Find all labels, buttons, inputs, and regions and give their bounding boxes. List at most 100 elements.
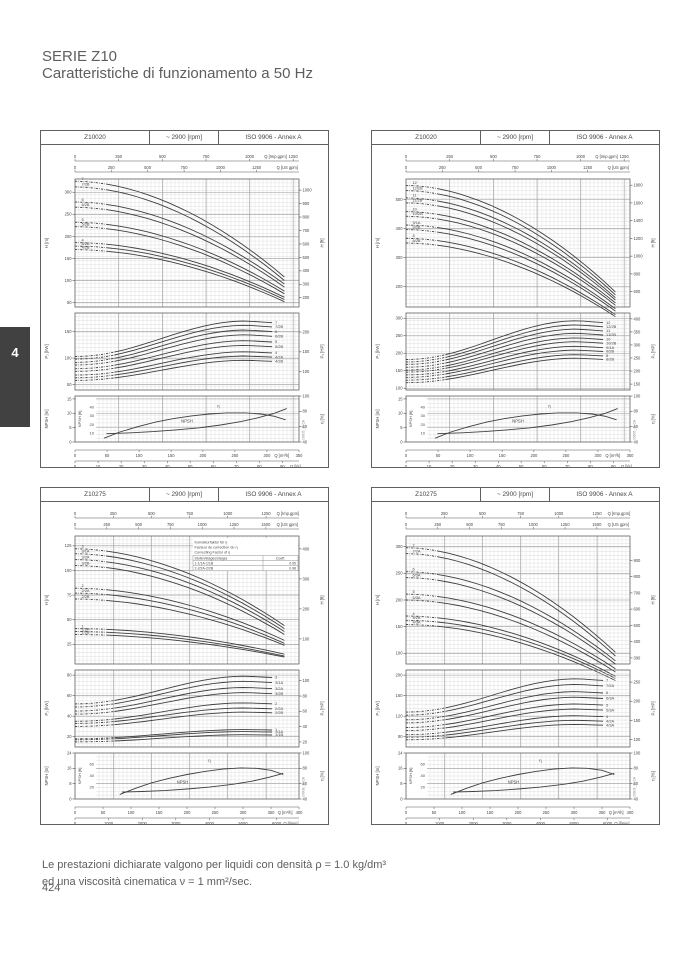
panel-header: Z10275 ~ 2900 [rpm] ISO 9906 - Annex A <box>371 487 660 502</box>
svg-text:6: 6 <box>275 329 277 334</box>
svg-text:5000: 5000 <box>569 821 579 824</box>
svg-text:250: 250 <box>446 154 454 159</box>
svg-text:150: 150 <box>634 718 642 723</box>
svg-text:750: 750 <box>181 165 189 170</box>
svg-text:750: 750 <box>512 165 520 170</box>
svg-text:500: 500 <box>475 165 483 170</box>
svg-text:5: 5 <box>69 425 72 430</box>
svg-text:8/2B: 8/2B <box>606 357 614 362</box>
svg-text:1500: 1500 <box>261 522 271 527</box>
svg-text:80: 80 <box>303 693 308 698</box>
svg-text:100: 100 <box>136 453 144 458</box>
svg-text:50: 50 <box>67 617 72 622</box>
svg-text:5000: 5000 <box>238 821 248 824</box>
pump-speed: ~ 2900 [rpm] <box>481 488 550 501</box>
svg-text:4000: 4000 <box>536 821 546 824</box>
svg-text:Q [m³/h]: Q [m³/h] <box>609 810 624 815</box>
svg-text:2/2A: 2/2A <box>275 706 283 711</box>
panel-header: Z10275 ~ 2900 [rpm] ISO 9906 - Annex A <box>40 487 329 502</box>
svg-text:4: 4 <box>275 350 278 355</box>
svg-text:30: 30 <box>142 464 147 467</box>
svg-text:4/2B: 4/2B <box>82 244 90 249</box>
svg-text:20: 20 <box>421 422 426 427</box>
svg-text:η [%]: η [%] <box>651 414 656 424</box>
svg-text:80: 80 <box>303 409 308 414</box>
svg-text:0: 0 <box>74 522 77 527</box>
svg-text:40: 40 <box>67 714 72 719</box>
svg-text:6: 6 <box>606 690 608 695</box>
svg-text:1000: 1000 <box>547 165 557 170</box>
svg-text:4000: 4000 <box>205 821 215 824</box>
svg-text:30: 30 <box>473 464 478 467</box>
svg-text:300: 300 <box>396 255 404 260</box>
svg-text:NPSH [ft]: NPSH [ft] <box>408 768 413 785</box>
svg-text:7: 7 <box>82 176 84 181</box>
svg-text:250: 250 <box>396 333 404 338</box>
svg-text:200: 200 <box>396 597 404 602</box>
svg-text:η: η <box>217 404 220 409</box>
svg-text:Correcting Factor of η: Correcting Factor of η <box>195 551 231 555</box>
svg-text:NPSH [m]: NPSH [m] <box>44 766 49 785</box>
svg-text:H [m]: H [m] <box>375 238 380 248</box>
svg-text:Q [US gpm]: Q [US gpm] <box>608 165 629 170</box>
svg-text:1/1B: 1/1B <box>275 732 283 737</box>
svg-text:10: 10 <box>96 464 101 467</box>
svg-text:250: 250 <box>434 522 442 527</box>
svg-text:100: 100 <box>65 278 73 283</box>
svg-text:NPSH [m]: NPSH [m] <box>44 409 49 428</box>
svg-text:200: 200 <box>634 699 642 704</box>
page-number: 424 <box>42 882 61 894</box>
svg-text:09906_A_CH: 09906_A_CH <box>633 419 637 440</box>
svg-text:1: 1 <box>82 623 84 628</box>
svg-text:2000: 2000 <box>469 821 479 824</box>
svg-text:150: 150 <box>168 453 176 458</box>
panel-z10275-high: Z10275 ~ 2900 [rpm] ISO 9906 - Annex A 0… <box>371 487 660 825</box>
svg-text:6/3A: 6/3A <box>413 572 421 577</box>
svg-text:40: 40 <box>421 773 426 778</box>
svg-text:40: 40 <box>634 796 639 801</box>
svg-text:500: 500 <box>466 522 474 527</box>
svg-text:11: 11 <box>413 193 417 198</box>
svg-text:90: 90 <box>280 464 285 467</box>
svg-text:3/2A: 3/2A <box>275 686 283 691</box>
svg-text:20: 20 <box>421 785 426 790</box>
svg-text:1000: 1000 <box>216 165 226 170</box>
svg-text:0: 0 <box>69 439 72 444</box>
svg-text:3: 3 <box>275 675 277 680</box>
svg-text:100: 100 <box>634 737 642 742</box>
svg-text:600: 600 <box>303 241 311 246</box>
svg-text:11/2B: 11/2B <box>413 198 423 203</box>
svg-text:10/2B: 10/2B <box>606 340 617 345</box>
svg-text:250: 250 <box>543 810 551 815</box>
page-title: SERIE Z10 <box>42 48 118 65</box>
svg-text:1600: 1600 <box>634 200 644 205</box>
svg-text:P₂ [kW]: P₂ [kW] <box>375 701 380 715</box>
svg-text:80: 80 <box>303 766 308 771</box>
svg-text:0: 0 <box>400 796 403 801</box>
svg-text:40: 40 <box>421 404 426 409</box>
svg-text:300: 300 <box>571 810 579 815</box>
svg-text:300: 300 <box>264 453 272 458</box>
performance-chart-z10275-low: 0 250 500 750 1000 1250 Q [Imp.gpm] 0 250 500 750 1… <box>40 502 329 825</box>
svg-text:800: 800 <box>634 574 642 579</box>
svg-text:0: 0 <box>74 165 77 170</box>
svg-text:0.98: 0.98 <box>289 566 296 570</box>
svg-text:1000: 1000 <box>245 154 255 159</box>
svg-text:500: 500 <box>135 522 143 527</box>
panel-z10020-low: Z10020 ~ 2900 [rpm] ISO 9906 - Annex A 0… <box>40 130 329 468</box>
svg-text:60: 60 <box>67 693 72 698</box>
svg-text:0: 0 <box>405 810 408 815</box>
svg-text:20: 20 <box>90 785 95 790</box>
svg-text:1250: 1250 <box>583 165 593 170</box>
svg-text:200: 200 <box>530 453 538 458</box>
svg-text:100: 100 <box>303 393 311 398</box>
svg-text:60: 60 <box>542 464 547 467</box>
svg-text:NPSH: NPSH <box>508 780 520 785</box>
note-line-1: Le prestazioni dichiarate valgono per li… <box>42 859 387 871</box>
svg-text:150: 150 <box>396 368 404 373</box>
svg-text:100: 100 <box>459 810 467 815</box>
svg-text:350: 350 <box>634 329 642 334</box>
svg-text:Q [US gpm]: Q [US gpm] <box>608 522 629 527</box>
svg-text:900: 900 <box>303 201 311 206</box>
